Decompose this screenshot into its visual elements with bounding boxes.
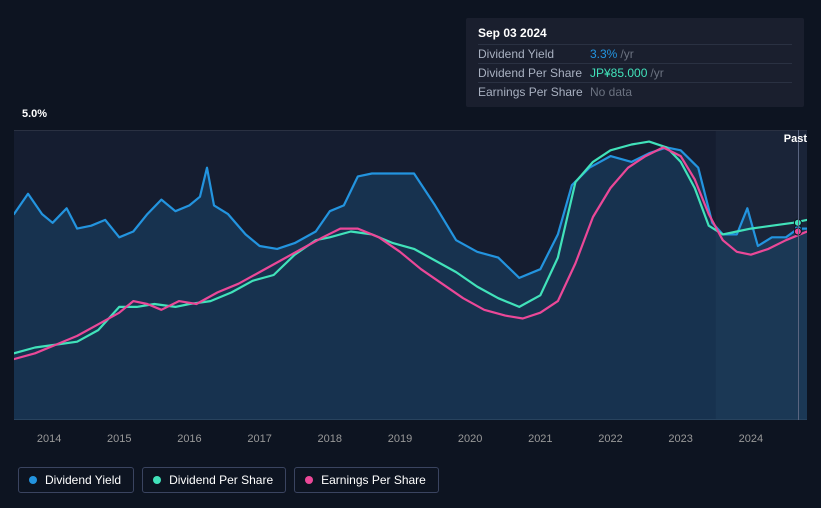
x-axis-tick-label: 2021 (528, 433, 552, 445)
chart-legend: Dividend Yield Dividend Per Share Earnings… (18, 467, 439, 493)
x-axis-tick-label: 2023 (668, 433, 692, 445)
legend-item-label: Earnings Per Share (321, 473, 426, 487)
chart-cursor-line (798, 130, 799, 420)
x-axis-tick-label: 2019 (388, 433, 412, 445)
legend-item[interactable]: Dividend Per Share (142, 467, 286, 493)
x-axis-tick-label: 2024 (739, 433, 763, 445)
tooltip-row-suffix: /yr (650, 66, 663, 80)
x-axis-tick-label: 2018 (318, 433, 342, 445)
x-axis-tick-label: 2022 (598, 433, 622, 445)
tooltip-row-label: Earnings Per Share (478, 85, 590, 99)
tooltip-row-value: No data (590, 85, 632, 99)
legend-item[interactable]: Earnings Per Share (294, 467, 439, 493)
x-axis-labels: 2014 2015 2016 2017 2018 2019 2020 2021 2022 2023… (14, 433, 807, 453)
tooltip-row-label: Dividend Yield (478, 47, 590, 61)
tooltip-row-value: JP¥85.000 (590, 66, 647, 80)
tooltip-row-label: Dividend Per Share (478, 66, 590, 80)
tooltip-row: Dividend Yield3.3%/yr (478, 44, 792, 63)
legend-item[interactable]: Dividend Yield (18, 467, 134, 493)
tooltip-row-value: 3.3% (590, 47, 617, 61)
legend-dot-icon (305, 476, 313, 484)
legend-item-label: Dividend Per Share (169, 473, 273, 487)
x-axis-tick-label: 2014 (37, 433, 61, 445)
x-axis-tick-label: 2016 (177, 433, 201, 445)
x-axis-tick-label: 2015 (107, 433, 131, 445)
past-region-label: Past (784, 133, 807, 145)
legend-dot-icon (29, 476, 37, 484)
y-axis-max-label: 5.0% (22, 108, 47, 120)
chart-plot-area[interactable] (14, 130, 807, 420)
tooltip-row-suffix: /yr (620, 47, 633, 61)
chart-tooltip: Sep 03 2024 Dividend Yield3.3%/yrDividen… (466, 18, 804, 107)
x-axis-tick-label: 2017 (247, 433, 271, 445)
x-axis-tick-label: 2020 (458, 433, 482, 445)
tooltip-row: Dividend Per ShareJP¥85.000/yr (478, 63, 792, 82)
legend-dot-icon (153, 476, 161, 484)
tooltip-row: Earnings Per ShareNo data (478, 82, 792, 101)
tooltip-date: Sep 03 2024 (478, 26, 792, 44)
legend-item-label: Dividend Yield (45, 473, 121, 487)
